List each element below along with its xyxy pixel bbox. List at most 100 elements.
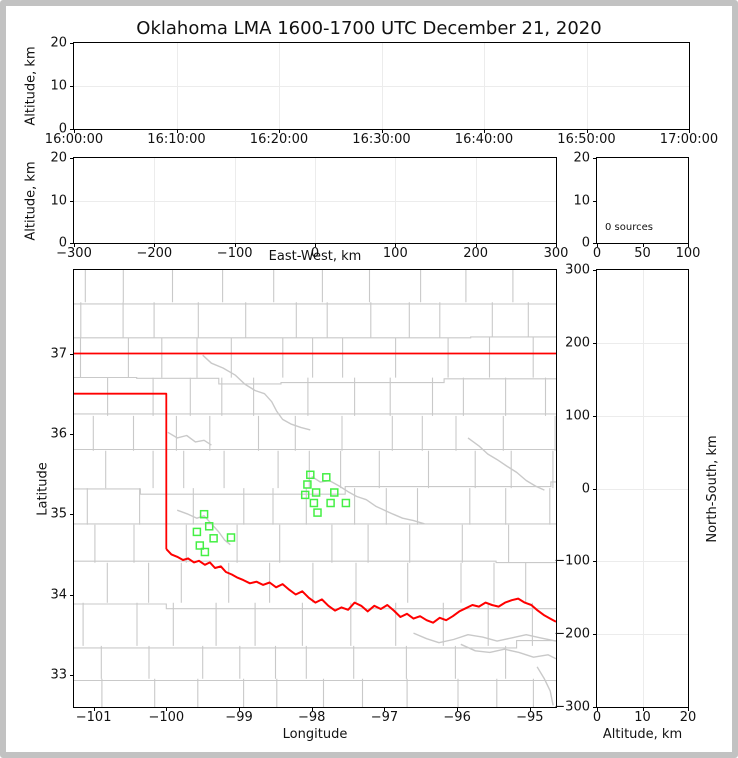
x-tick xyxy=(166,707,168,711)
y-tick xyxy=(593,342,597,344)
x-tick-label: −95 xyxy=(516,710,544,725)
y-tick xyxy=(70,43,74,44)
altitude-eastwest-xlabel: East-West, km xyxy=(268,249,362,264)
state-border xyxy=(74,352,556,624)
x-tick xyxy=(239,707,241,711)
y-tick-label: 37 xyxy=(50,346,67,362)
lma-station-marker xyxy=(300,490,310,500)
x-tick-label: 16:30:00 xyxy=(352,132,411,147)
northsouth-xlabel: Altitude, km xyxy=(602,727,683,742)
x-tick xyxy=(315,243,316,247)
y-tick-label: −300 xyxy=(554,699,590,715)
y-tick-label: 10 xyxy=(50,78,67,94)
y-tick-label: 35 xyxy=(50,506,67,522)
x-tick-label: 17:00:00 xyxy=(659,132,719,147)
y-tick xyxy=(70,594,74,596)
x-tick-label: −200 xyxy=(136,246,173,261)
x-tick xyxy=(176,129,178,133)
x-tick xyxy=(475,243,477,247)
x-tick xyxy=(597,707,598,711)
x-tick xyxy=(642,707,644,711)
y-tick-label: 0 xyxy=(581,481,590,496)
x-tick xyxy=(93,707,95,711)
altitude-eastwest-ylabel: Altitude, km xyxy=(23,160,39,241)
x-tick-label: 100 xyxy=(675,246,701,261)
x-tick-label: 16:40:00 xyxy=(454,132,514,147)
gridline xyxy=(597,634,688,636)
lma-station-marker xyxy=(303,480,312,489)
gridline xyxy=(597,342,688,344)
y-tick xyxy=(593,561,597,563)
y-tick-label: −100 xyxy=(554,553,590,569)
x-tick xyxy=(457,707,459,711)
panhandle-border-line xyxy=(74,392,168,550)
x-tick-label: 20 xyxy=(679,710,697,725)
y-tick-label: 36 xyxy=(50,426,67,442)
y-tick-label: 100 xyxy=(565,408,590,424)
lma-station-marker xyxy=(200,547,210,557)
lma-station-marker xyxy=(326,498,335,508)
x-tick-label: 0 xyxy=(592,246,602,261)
x-tick-label: −101 xyxy=(75,710,112,725)
y-tick xyxy=(70,86,74,87)
lma-stations xyxy=(192,470,351,557)
x-tick-label: −99 xyxy=(225,710,253,725)
northsouth-ylabel: North-South, km xyxy=(704,434,720,543)
y-tick xyxy=(70,353,74,355)
y-tick-label: −200 xyxy=(554,626,590,642)
x-tick-label: 16:10:00 xyxy=(147,132,206,147)
lma-station-marker xyxy=(209,534,218,543)
y-tick-label: 0 xyxy=(58,235,67,251)
y-tick-label: 20 xyxy=(50,35,67,51)
x-tick-label: 300 xyxy=(543,246,569,261)
y-tick-label: 200 xyxy=(565,335,590,351)
red-river-border-line xyxy=(165,548,556,624)
x-tick xyxy=(74,129,75,133)
y-tick-label: 20 xyxy=(573,150,590,166)
y-tick xyxy=(70,514,74,516)
source-count-annotation: 0 sources xyxy=(605,222,653,233)
y-tick xyxy=(593,200,597,202)
x-tick-label: −97 xyxy=(370,710,399,725)
lma-station-marker xyxy=(306,470,315,480)
y-tick xyxy=(593,158,597,159)
map-longitude-xlabel: Longitude xyxy=(282,727,348,742)
lma-station-marker xyxy=(195,541,205,550)
y-tick xyxy=(70,200,74,202)
y-tick xyxy=(593,270,597,271)
lma-station-marker xyxy=(330,488,339,497)
y-tick xyxy=(70,158,74,159)
gridline xyxy=(74,86,689,87)
x-tick-label: 50 xyxy=(634,246,651,261)
gridline xyxy=(597,415,688,417)
y-tick xyxy=(70,129,74,130)
y-tick-label: 34 xyxy=(50,587,67,603)
y-tick xyxy=(593,243,597,244)
river-lines xyxy=(167,354,556,706)
y-tick xyxy=(593,707,597,708)
x-tick-label: 0 xyxy=(310,246,320,261)
x-tick xyxy=(689,129,690,133)
y-tick xyxy=(70,674,74,676)
lma-station-marker xyxy=(226,533,236,542)
x-tick-label: −98 xyxy=(298,710,326,725)
x-tick-label: 16:20:00 xyxy=(249,132,309,147)
altitude-time-ylabel: Altitude, km xyxy=(23,46,39,126)
y-tick-label: 300 xyxy=(565,262,590,278)
lma-station-marker xyxy=(192,527,202,537)
x-tick xyxy=(688,707,689,711)
gridline xyxy=(597,488,688,490)
y-tick-label: 10 xyxy=(573,193,590,208)
y-tick xyxy=(70,243,74,244)
x-tick xyxy=(234,243,236,247)
x-tick xyxy=(279,129,280,133)
x-tick-label: 100 xyxy=(382,246,408,261)
x-tick xyxy=(484,129,485,133)
x-tick-label: −300 xyxy=(56,246,92,261)
x-tick xyxy=(586,129,588,133)
lma-station-marker xyxy=(311,488,321,497)
y-tick-label: 0 xyxy=(58,121,67,137)
x-tick xyxy=(642,243,644,247)
x-tick-label: 16:00:00 xyxy=(44,132,104,147)
figure-title: Oklahoma LMA 1600-1700 UTC December 21, … xyxy=(136,18,602,39)
